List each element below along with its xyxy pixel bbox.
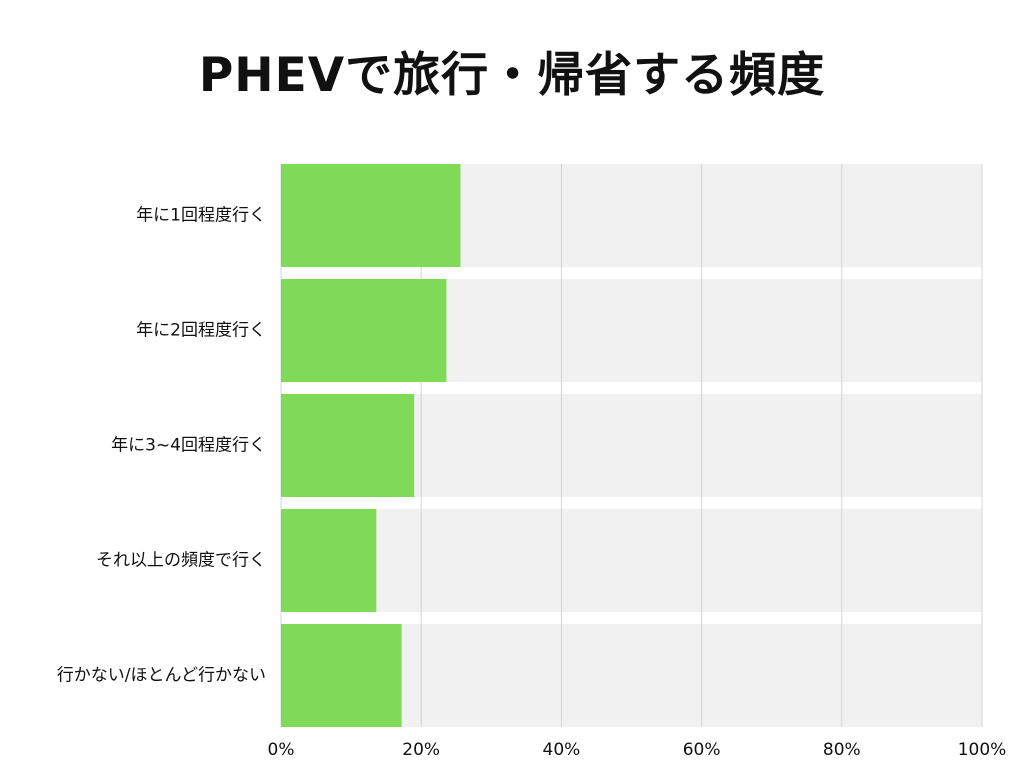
x-tick-label: 60% — [683, 740, 721, 760]
x-tick-label: 80% — [823, 740, 861, 760]
bar-track — [281, 509, 982, 612]
category-label: 年に1回程度行く — [136, 206, 266, 226]
bar — [281, 279, 447, 382]
x-tick-label: 40% — [543, 740, 581, 760]
category-label: 年に3~4回程度行く — [111, 436, 266, 456]
category-label: それ以上の頻度で行く — [96, 551, 266, 571]
bar-layer — [281, 164, 461, 727]
x-tick-label: 100% — [958, 740, 1007, 760]
bar — [281, 624, 402, 727]
tick-label-layer: 0% 20% 40% 60% 80% 100% — [268, 740, 1007, 760]
x-tick-label: 0% — [268, 740, 295, 760]
x-tick-label: 20% — [402, 740, 440, 760]
bar — [281, 394, 415, 497]
category-label: 年に2回程度行く — [136, 321, 266, 341]
track-layer — [281, 164, 982, 727]
bar — [281, 509, 377, 612]
bar — [281, 164, 461, 267]
category-label-layer: 年に1回程度行く年に2回程度行く年に3~4回程度行くそれ以上の頻度で行く行かない… — [57, 206, 266, 686]
chart-title: PHEVで旅行・帰省する頻度 — [198, 48, 826, 103]
category-label: 行かない/ほとんど行かない — [57, 666, 266, 686]
